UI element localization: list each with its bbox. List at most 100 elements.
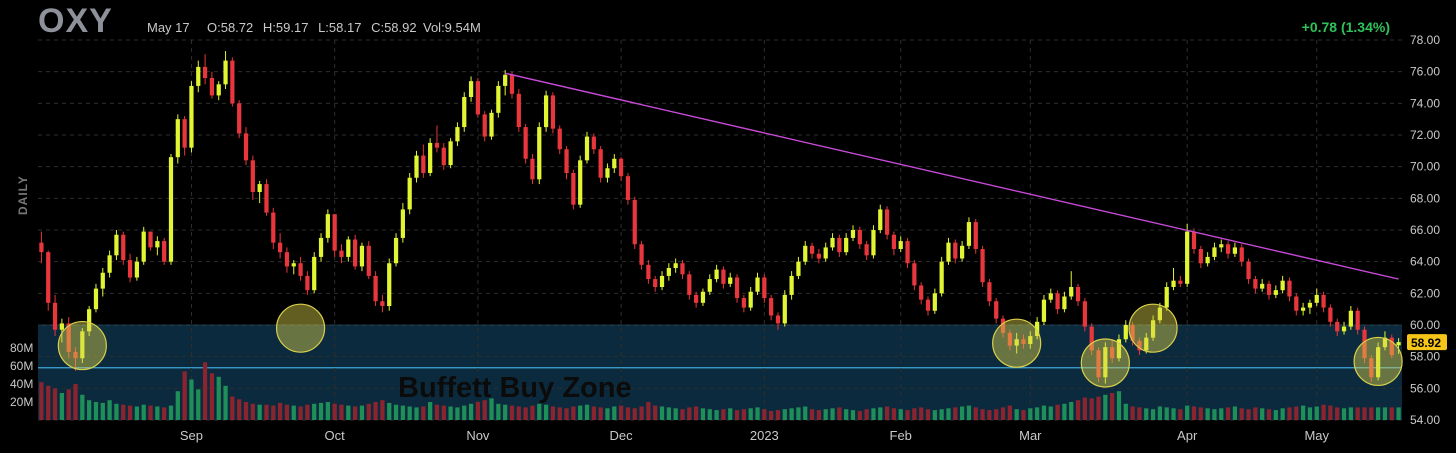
volume-bar	[455, 407, 460, 420]
candle-body	[775, 315, 781, 324]
candle-body	[353, 239, 358, 267]
volume-bar	[1171, 408, 1176, 420]
candle-body	[789, 275, 794, 295]
buy-zone-label: Buffett Buy Zone	[398, 372, 632, 404]
candle-body	[400, 209, 405, 238]
candle-body	[1260, 283, 1265, 289]
volume-bar	[598, 407, 603, 420]
volume-bar	[1280, 408, 1285, 420]
candle-body	[298, 263, 303, 276]
volume-bar	[1028, 408, 1033, 420]
candle-body	[796, 261, 801, 276]
high-value: H:59.17	[262, 20, 309, 35]
volume-bar	[168, 405, 174, 420]
volume-bar	[230, 396, 235, 420]
volume-bar	[1130, 406, 1135, 420]
volume-tick-label: 80M	[10, 341, 33, 355]
candle-body	[557, 128, 562, 150]
candle-body	[1396, 342, 1401, 346]
candle-body	[919, 285, 924, 300]
ohlc-readout: O:58.72 H:59.17 L:58.17 C:58.92	[207, 20, 423, 35]
volume-bar	[789, 408, 794, 420]
candle-body	[578, 160, 583, 205]
volume-bar	[639, 406, 644, 420]
candle-body	[46, 252, 51, 303]
candle-body	[618, 158, 624, 177]
volume-bar	[366, 403, 371, 420]
candle-body	[114, 234, 119, 256]
candle-body	[237, 103, 242, 134]
candle-body	[87, 309, 92, 332]
candle-body	[905, 241, 910, 264]
volume-bar	[209, 373, 215, 420]
candle-body	[884, 209, 890, 235]
volume-bar	[823, 409, 828, 420]
volume-bar	[202, 362, 208, 420]
volume-bar	[1055, 404, 1060, 420]
volume-bar	[1335, 407, 1340, 420]
volume-bar	[182, 371, 187, 420]
volume-bar	[305, 404, 310, 420]
volume-bar	[127, 405, 133, 420]
price-tick-label: 78.00	[1410, 33, 1440, 47]
candle-body	[223, 60, 228, 85]
axes: 78.00 76.00 74.00 72.00 70.00 68.00 66.00 64.00…	[10, 33, 1447, 443]
volume-bar	[1287, 407, 1292, 420]
candle-body	[666, 268, 671, 276]
volume-bar	[1382, 407, 1388, 420]
candle-body	[598, 149, 603, 178]
ticker-symbol[interactable]: OXY	[38, 2, 113, 40]
candle-body	[1171, 280, 1176, 287]
candle-body	[939, 261, 944, 294]
price-tick-label: 70.00	[1410, 160, 1440, 174]
candle-body	[1178, 280, 1183, 284]
candle-body	[1307, 302, 1313, 308]
candle-body	[1021, 339, 1026, 344]
time-tick-label: Apr	[1177, 428, 1198, 443]
volume-bar	[339, 404, 344, 420]
candle-body	[987, 282, 992, 302]
volume-bar	[223, 385, 228, 420]
candle-body	[148, 231, 153, 248]
volume-bar	[564, 408, 569, 420]
candle-body	[946, 242, 951, 262]
volume-bar	[673, 408, 678, 420]
volume-bar	[734, 410, 740, 420]
candle-body	[1369, 358, 1374, 378]
volume-bar	[475, 402, 481, 420]
volume-tick-label: 40M	[10, 377, 33, 391]
volume-bar	[1328, 405, 1333, 420]
candle-body	[175, 119, 180, 158]
volume-bar	[782, 409, 787, 420]
volume-bar	[1150, 409, 1156, 420]
time-tick-label: Oct	[325, 428, 346, 443]
candle-body	[605, 168, 610, 178]
candle-body	[189, 85, 194, 148]
buy-zone-band	[38, 325, 1402, 420]
candle-body	[523, 127, 528, 159]
volume-bar	[605, 408, 610, 420]
candle-body	[1389, 337, 1394, 356]
candle-body	[1314, 294, 1319, 303]
volume-bar	[250, 403, 255, 420]
candle-body	[837, 237, 842, 253]
candle-body	[1348, 310, 1353, 327]
candle-body	[503, 74, 508, 86]
candle-body	[639, 244, 644, 265]
volume-bar	[1348, 407, 1353, 420]
candle-body	[1007, 332, 1012, 346]
volume-bar	[1082, 397, 1087, 420]
volume-bar	[591, 406, 596, 420]
candle-body	[332, 214, 337, 251]
volume-bar	[271, 405, 276, 420]
candle-body	[680, 263, 685, 275]
candle-body	[659, 275, 665, 287]
volume-bar	[1225, 407, 1231, 420]
buy-circle	[57, 320, 107, 371]
volume-bar	[346, 405, 351, 420]
candle-body	[809, 245, 815, 254]
volume-bar	[155, 406, 160, 420]
volume-bar	[871, 408, 876, 420]
candle-body	[959, 245, 965, 259]
